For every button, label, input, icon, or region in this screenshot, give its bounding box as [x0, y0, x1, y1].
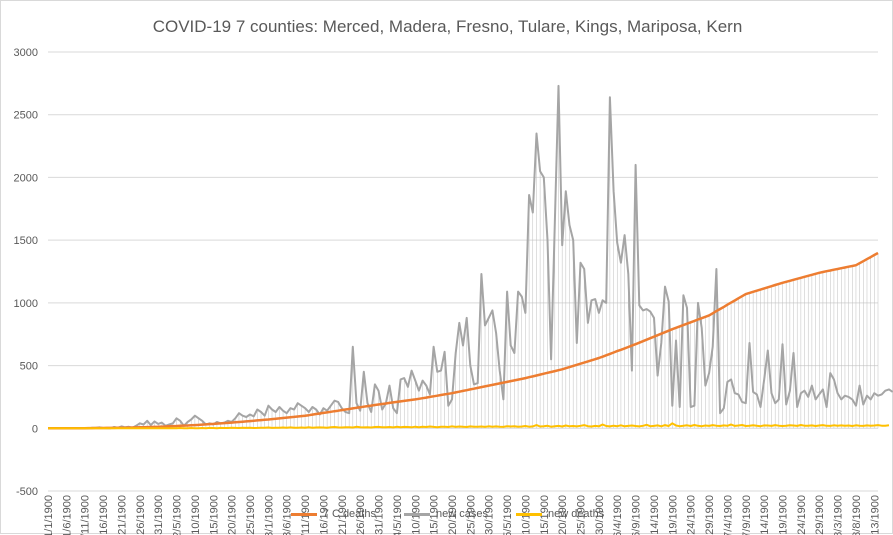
x-tick-label: 4/15/1900	[429, 495, 441, 535]
y-tick-label: 500	[20, 361, 38, 373]
y-tick-label: 2000	[14, 172, 38, 184]
x-tick-label: 1/16/1900	[98, 495, 110, 535]
x-tick-label: 3/1/1900	[263, 495, 275, 535]
x-tick-label: 3/31/1900	[374, 495, 386, 535]
x-tick-label: 4/20/1900	[447, 495, 459, 535]
legend-swatch-deaths	[290, 512, 317, 516]
legend-swatch-new-deaths	[515, 512, 542, 516]
x-tick-label: 7/14/1900	[759, 495, 771, 535]
x-tick-label: 2/10/1900	[190, 495, 202, 535]
x-tick-label: 6/24/1900	[686, 495, 698, 535]
x-tick-label: 7/29/1900	[814, 495, 826, 535]
x-tick-label: 6/29/1900	[704, 495, 716, 535]
legend-swatch-new-cases	[403, 512, 430, 516]
x-tick-label: 8/8/1900	[851, 495, 863, 535]
x-tick-label: 7/24/1900	[796, 495, 808, 535]
x-tick-label: 5/20/1900	[557, 495, 569, 535]
x-tick-label: 1/11/1900	[80, 495, 92, 535]
x-tick-label: 1/26/1900	[135, 495, 147, 535]
y-tick-label: 1000	[14, 298, 38, 310]
x-tick-label: 6/14/1900	[649, 495, 661, 535]
x-tick-label: 3/21/1900	[337, 495, 349, 535]
y-tick-label: 3000	[14, 47, 38, 59]
x-tick-label: 2/5/1900	[172, 495, 184, 535]
x-tick-label: 5/5/1900	[502, 495, 514, 535]
x-tick-label: 5/25/1900	[576, 495, 588, 535]
x-tick-label: 4/5/1900	[392, 495, 404, 535]
series-line-7c-deaths	[48, 251, 879, 430]
y-tick-label: -500	[16, 486, 38, 498]
x-tick-label: 7/9/1900	[741, 495, 753, 535]
legend-item-new-deaths: new deaths	[515, 508, 605, 520]
legend-item-new-cases: new cases	[403, 508, 488, 520]
x-tick-label: 4/30/1900	[484, 495, 496, 535]
x-tick-label: 5/15/1900	[539, 495, 551, 535]
x-tick-label: 1/1/1900	[43, 495, 55, 535]
legend-item-deaths: 7 C deaths	[290, 508, 376, 520]
x-tick-label: 7/4/1900	[722, 495, 734, 535]
x-tick-label: 1/6/1900	[61, 495, 73, 535]
legend-label-new-deaths: new deaths	[547, 508, 605, 520]
x-tick-label: 7/19/1900	[778, 495, 790, 535]
x-tick-label: 4/25/1900	[465, 495, 477, 535]
y-tick-label: 2500	[14, 110, 38, 122]
legend-label-deaths: 7 C deaths	[322, 508, 376, 520]
legend-label-new-cases: new cases	[435, 508, 488, 520]
y-tick-label: 1500	[14, 235, 38, 247]
x-tick-label: 6/4/1900	[612, 495, 624, 535]
x-tick-label: 6/9/1900	[631, 495, 643, 535]
x-tick-label: 2/20/1900	[227, 495, 239, 535]
x-tick-label: 5/30/1900	[594, 495, 606, 535]
y-tick-label: 0	[32, 423, 38, 435]
x-tick-label: 8/3/1900	[833, 495, 845, 535]
x-tick-label: 3/26/1900	[355, 495, 367, 535]
series-line-new-deaths	[48, 422, 890, 430]
x-tick-label: 1/31/1900	[153, 495, 165, 535]
series-line-new-cases	[48, 84, 893, 430]
x-tick-label: 8/13/1900	[869, 495, 881, 535]
chart-title: COVID-19 7 counties: Merced, Madera, Fre…	[152, 17, 743, 36]
x-tick-label: 1/21/1900	[116, 495, 128, 535]
x-tick-label: 2/15/1900	[208, 495, 220, 535]
x-tick-label: 3/6/1900	[282, 495, 294, 535]
x-tick-label: 2/25/1900	[245, 495, 257, 535]
x-tick-label: 6/19/1900	[667, 495, 679, 535]
x-tick-label: 3/16/1900	[318, 495, 330, 535]
chart-legend: 7 C deaths new cases new deaths	[1, 508, 893, 520]
